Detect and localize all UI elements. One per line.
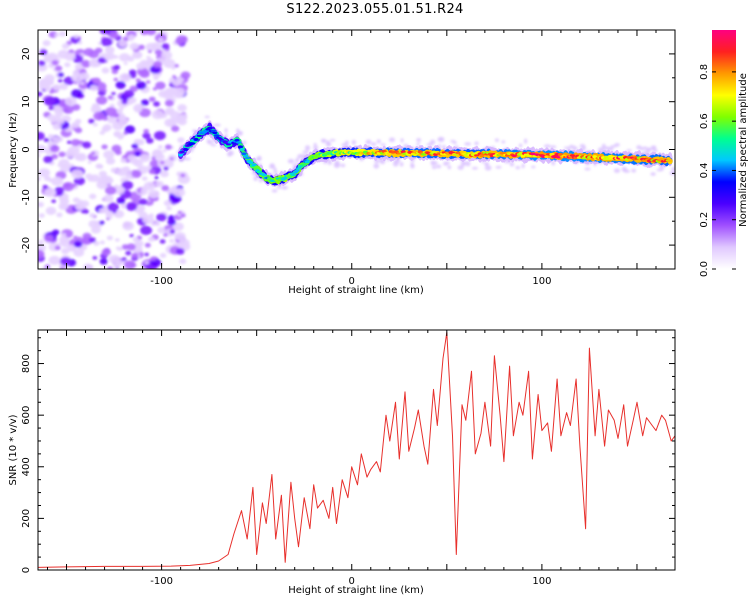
x-tick-label: 100 — [532, 576, 551, 587]
x-tick-label: 0 — [349, 576, 355, 587]
spectrogram-ylabel: Frequency (Hz) — [8, 112, 19, 188]
x-tick-label: 0 — [349, 276, 355, 287]
snr-ticks: -100 0 100 0 200 400 600 800 — [21, 330, 676, 587]
y-tick-label: -10 — [21, 189, 32, 205]
colorbar-tick-label: 0.6 — [699, 113, 710, 129]
y-tick-label: 20 — [21, 48, 32, 61]
colorbar-tick-label: 0.2 — [699, 212, 710, 228]
snr-panel: -100 0 100 0 200 400 600 800 Height of straight… — [8, 329, 676, 596]
colorbar-tick-label: 0.0 — [699, 261, 710, 277]
colorbar-tick-label: 0.8 — [699, 64, 710, 80]
y-tick-label: 0 — [21, 567, 32, 573]
y-tick-label: 400 — [21, 457, 32, 476]
snr-series-line — [38, 332, 675, 568]
y-tick-label: 800 — [21, 354, 32, 373]
y-tick-label: 200 — [21, 509, 32, 528]
colorbar-ticks: 0.0 0.2 0.4 0.6 0.8 — [699, 64, 736, 277]
snr-xlabel: Height of straight line (km) — [288, 585, 424, 596]
colorbar-label: Normalized spectral amplitude — [738, 73, 749, 227]
x-tick-label: -100 — [150, 576, 173, 587]
spectrogram-heatmap — [38, 30, 675, 269]
spectrogram-xlabel: Height of straight line (km) — [288, 285, 424, 296]
colorbar-gradient — [712, 30, 736, 269]
y-tick-label: 10 — [21, 95, 32, 108]
x-tick-label: -100 — [150, 276, 173, 287]
colorbar-tick-label: 0.4 — [699, 162, 710, 178]
snr-frame — [37, 329, 676, 571]
y-tick-label: 0 — [21, 146, 32, 152]
y-tick-label: -20 — [21, 237, 32, 253]
snr-plot-area — [38, 332, 675, 568]
colorbar: 0.0 0.2 0.4 0.6 0.8 Normalized spectral ampl… — [699, 30, 749, 277]
figure-title: S122.2023.055.01.51.R24 — [286, 2, 464, 17]
x-tick-label: 100 — [532, 276, 551, 287]
y-tick-label: 600 — [21, 406, 32, 425]
snr-ylabel: SNR (10 * v/v) — [8, 414, 19, 485]
